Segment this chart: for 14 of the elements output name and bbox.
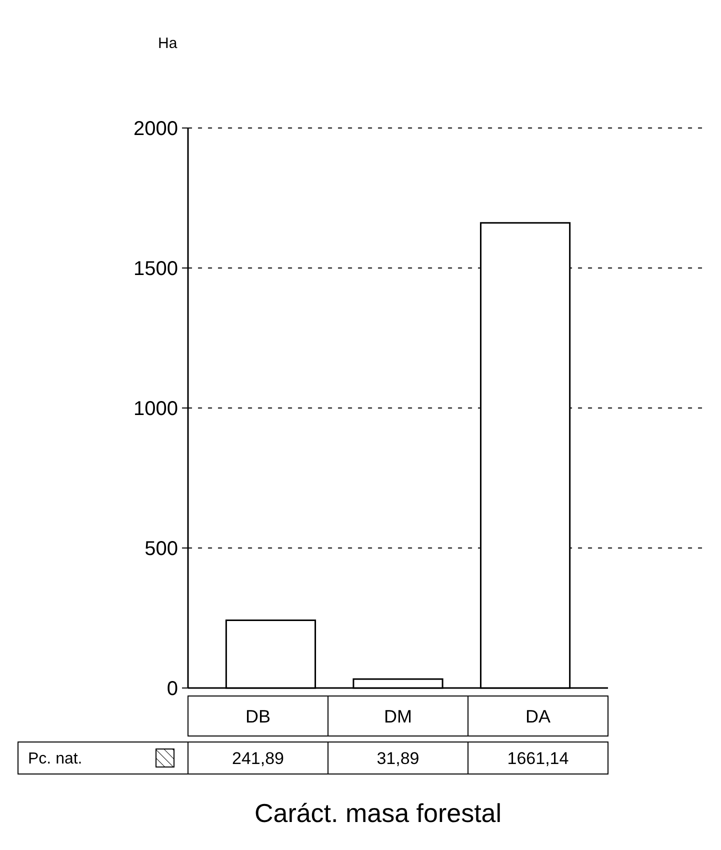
x-tick-label: DA [525, 706, 551, 726]
data-label: 31,89 [376, 748, 420, 768]
x-tick-label: DM [384, 706, 412, 726]
y-axis-title: Ha [158, 35, 178, 52]
x-tick-label: DB [245, 706, 271, 726]
data-label: 241,89 [232, 748, 284, 768]
y-tick-label: 0 [166, 678, 178, 700]
x-axis-title: Caráct. masa forestal [254, 798, 502, 828]
data-label: 1661,14 [507, 748, 569, 768]
y-tick-label: 500 [144, 538, 178, 560]
text: Pc. nat. [28, 750, 82, 768]
y-tick-label: 1500 [134, 258, 178, 280]
y-tick-label: 2000 [134, 118, 178, 140]
y-tick-label: 1000 [134, 398, 178, 420]
